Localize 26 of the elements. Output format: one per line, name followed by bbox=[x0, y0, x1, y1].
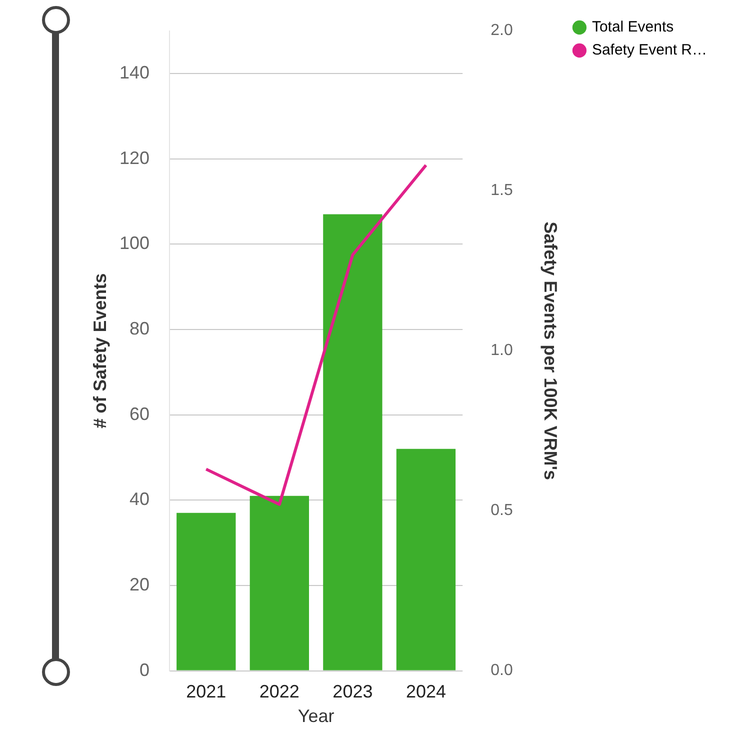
y-tick-label: 80 bbox=[129, 318, 150, 338]
y2-tick-label: 1.5 bbox=[490, 182, 513, 200]
x-tick-label: 2023 bbox=[332, 682, 373, 702]
y-tick-label: 0 bbox=[139, 660, 150, 680]
x-tick-label: 2021 bbox=[186, 682, 226, 702]
y-tick-label: 60 bbox=[129, 404, 150, 424]
y-axis-title: # of Safety Events bbox=[90, 273, 110, 428]
legend-label: Total Events bbox=[592, 18, 674, 36]
x-axis-title: Year bbox=[298, 706, 334, 726]
legend-label: Safety Event R… bbox=[592, 42, 708, 59]
y2-tick-label: 1.0 bbox=[490, 342, 513, 360]
x-tick-label: 2022 bbox=[259, 682, 300, 702]
bar bbox=[323, 214, 382, 670]
y-tick-label: 20 bbox=[129, 574, 150, 594]
y2-tick-label: 0.5 bbox=[490, 502, 513, 520]
y-tick-label: 100 bbox=[119, 233, 150, 254]
y2-tick-label: 2.0 bbox=[490, 22, 513, 40]
bar bbox=[250, 496, 309, 670]
x-tick-label: 2024 bbox=[406, 682, 446, 702]
y-tick-label: 140 bbox=[119, 62, 150, 82]
bar bbox=[396, 448, 456, 670]
bar bbox=[176, 512, 236, 670]
y2-tick-label: 0.0 bbox=[490, 662, 513, 680]
y-tick-label: 120 bbox=[119, 148, 150, 168]
y2-axis-title: Safety Events per 100K VRM's bbox=[540, 222, 561, 480]
y-tick-label: 40 bbox=[129, 489, 150, 510]
